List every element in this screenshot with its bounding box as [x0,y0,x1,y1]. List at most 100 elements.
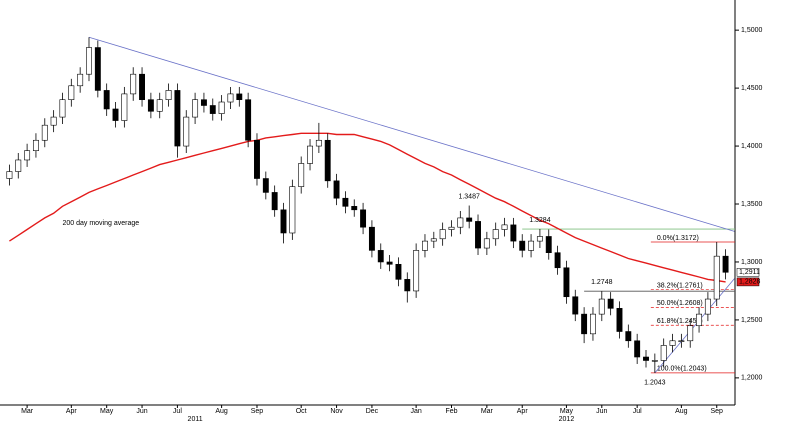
candle-body [236,93,243,100]
candle-body [59,99,66,118]
x-tick-label: Jun [136,408,147,415]
candle-body [298,163,305,187]
y-tick-label: 1,3500 [741,201,763,208]
year-label: 2011 [188,416,203,423]
candle-body [183,116,190,147]
candle-body [439,229,446,240]
candle-body [351,206,358,211]
candle-body [307,145,313,164]
candle-body [713,255,720,300]
candle-body [625,331,632,342]
annotation: 200 day moving average [62,220,139,227]
candle-body [519,240,526,251]
candle-body [660,345,667,361]
moving-average-line [9,132,726,283]
y-tick-label: 1,3000 [741,259,763,266]
candle-body [687,325,694,342]
candle-body [501,224,508,230]
trend-line [88,36,735,232]
x-tick-label: Jul [173,408,182,415]
x-tick-label: Jun [596,408,607,415]
candle-body [139,73,145,100]
candle-body [15,159,22,172]
candle-body [245,99,252,141]
x-tick-label: May [100,408,114,415]
candle-body [510,224,517,242]
fib-label: 0.0%(1.3172) [657,235,699,242]
candle-body [678,340,685,342]
x-tick-label: Sep [251,408,264,415]
x-tick-label: May [560,408,574,415]
candle-body [704,298,711,315]
candle-body [466,217,473,222]
candle-body [342,197,349,207]
candle-body [536,236,543,242]
y-tick-label: 1,4500 [741,85,763,92]
x-tick-label: Aug [215,408,228,415]
candle-body [377,250,384,263]
candle-body [86,47,92,75]
candle-body [227,93,234,103]
x-tick-label: Jul [633,408,642,415]
candle-body [651,360,658,362]
candle-body [360,209,367,228]
candle-body [254,139,260,179]
candle-body [77,73,84,87]
x-tick-label: Oct [296,408,307,415]
candle-body [289,186,296,234]
candle-body [448,226,455,230]
trend-line [654,278,735,374]
fib-label: 38.2%(1.2761) [657,283,703,290]
candle-body [271,192,278,211]
candle-body [209,105,216,114]
price-tag-label: 1,2911 [739,269,760,276]
candle-body [200,99,207,106]
fib-label: 50.0%(1.2608) [657,300,703,307]
candle-body [41,124,48,141]
candle-body [315,139,322,147]
candle-body [395,263,402,280]
candle-body [103,90,110,110]
candle-body [422,240,428,251]
x-tick-label: Apr [66,408,78,415]
fib-label: 100.0%(1.2043) [657,366,707,373]
x-tick-label: Aug [675,408,688,415]
candle-body [32,139,39,151]
y-tick-label: 1,2500 [741,317,763,324]
candle-body [174,90,181,147]
candle-body [634,340,641,358]
candle-body [572,296,579,315]
candle-body [112,108,119,121]
candle-body [404,279,411,292]
x-tick-label: Apr [517,408,529,415]
x-tick-label: Dec [366,408,379,415]
candle-body [262,178,269,193]
candle-body [483,238,490,249]
candle-body [165,90,172,100]
candle-body [669,340,676,346]
price-tag [736,277,760,287]
candle-body [94,47,101,91]
y-tick-label: 1,2000 [741,375,763,382]
candle-body [280,209,287,234]
candle-body [413,250,420,292]
candle-body [563,267,570,298]
candle-body [368,226,375,251]
y-tick-label: 1,4000 [741,143,763,150]
candle-body [457,217,464,228]
candle-body [722,255,729,273]
candle-body [554,252,561,269]
x-tick-label: Sep [711,408,724,415]
candle-body [581,313,588,335]
candle-body [607,298,614,309]
candle-body [696,313,703,327]
candle-body [192,99,199,118]
x-tick-label: Mar [21,408,34,415]
x-tick-label: Feb [445,408,457,415]
candle-body [386,261,393,265]
candle-body [147,99,154,112]
annotation: 1.2043 [644,380,666,387]
candle-body [218,101,225,114]
y-tick-label: 1,5000 [741,27,763,34]
